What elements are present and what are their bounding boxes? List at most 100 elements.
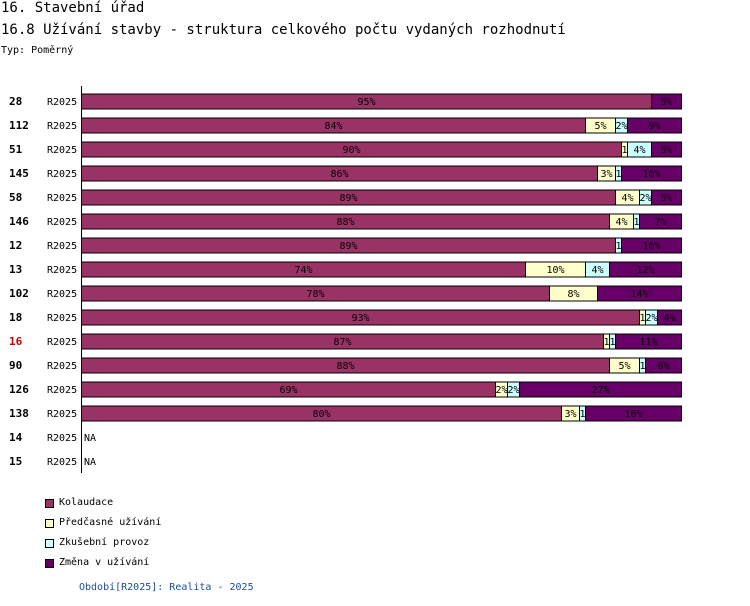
bar-segment [585,405,682,422]
bar-value-label: 1 [639,313,645,324]
bar-value-label: 5% [660,97,672,108]
stacked-bar-chart: 28 R2025 95% 5%112 R2025 84% 5% 2% 9%51 R2025 90% 1… [9,86,682,473]
legend-label-kolaudace: Kolaudace [59,497,114,508]
row-id-label: 16 [9,335,23,348]
row-period-label: R2025 [47,145,77,156]
bar-segment [621,237,682,254]
bar-value-label: 12% [636,265,654,276]
period-footer: Období[R2025]: Realita - 2025 [79,582,254,593]
row-period-label: R2025 [47,97,77,108]
bar-value-label: 2% [639,193,651,204]
bar-value-label: 1 [603,337,609,348]
bar-segment [627,117,682,134]
bar-value-label: 4% [633,145,645,156]
bar-value-label: 7% [654,217,666,228]
row-period-label: R2025 [47,313,77,324]
bar-value-label: 4% [615,217,627,228]
bar-value-label: 27% [591,385,609,396]
row-id-label: 18 [9,311,22,324]
row-period-label: R2025 [47,241,77,252]
legend-swatch-zkusebni-provoz [45,539,54,548]
row-period-label: R2025 [47,169,77,180]
bar-value-label: 78% [306,289,324,300]
bar-segment [621,165,682,182]
bar-value-label: 2% [495,385,507,396]
section-title: 16. Stavební úřad [1,0,145,16]
bar-value-label: 14% [630,289,648,300]
bar-value-label: 5% [660,193,672,204]
bar-value-label: 87% [333,337,351,348]
bar-segment [651,93,682,110]
row-period-label: R2025 [47,121,77,132]
bar-value-label: 84% [324,121,342,132]
bar-value-label: 1 [609,337,615,348]
bar-value-label: 5% [618,361,630,372]
bar-value-label: 5% [660,145,672,156]
bar-value-label: 1 [621,145,627,156]
bar-value-label: 1 [615,241,621,252]
row-period-label: R2025 [47,193,77,204]
bar-segment [519,381,682,398]
row-id-label: 102 [9,287,29,300]
na-label: NA [84,457,96,468]
row-id-label: 146 [9,215,29,228]
bar-value-label: 2% [645,313,657,324]
bar-segment [645,357,682,374]
row-period-label: R2025 [47,217,77,228]
bar-value-label: 1 [615,169,621,180]
bar-value-label: 4% [663,313,675,324]
bar-value-label: 1 [579,409,585,420]
bar-value-label: 1 [639,361,645,372]
bar-value-label: 88% [336,361,354,372]
row-id-label: 28 [9,95,22,108]
chart-type-label: Typ: Poměrný [1,45,74,56]
legend-swatch-predcasne-uzivani [45,519,54,528]
bar-value-label: 90% [342,145,360,156]
bar-value-label: 88% [336,217,354,228]
row-id-label: 51 [9,143,23,156]
bar-value-label: 95% [357,97,375,108]
chart-title: 16.8 Užívání stavby - struktura celkovéh… [1,22,566,38]
row-id-label: 12 [9,239,22,252]
bar-value-label: 4% [621,193,633,204]
bar-value-label: 10% [546,265,564,276]
bar-value-label: 69% [279,385,297,396]
bar-value-label: 93% [351,313,369,324]
row-period-label: R2025 [47,289,77,300]
bar-segment [609,261,682,278]
bar-value-label: 89% [339,241,357,252]
bar-segment [651,141,682,158]
bar-value-label: 86% [330,169,348,180]
legend-label-zmena-v-uzivani: Změna v užívání [59,557,150,568]
row-period-label: R2025 [47,457,77,468]
bar-value-label: 10% [642,241,660,252]
row-id-label: 90 [9,359,22,372]
bar-value-label: 16% [624,409,642,420]
legend-label-predcasne-uzivani: Předčasné užívání [59,517,162,528]
legend-label-zkusebni-provoz: Zkušební provoz [59,537,150,548]
bar-segment [639,213,682,230]
bar-value-label: 74% [294,265,312,276]
bar-segment [615,333,682,350]
row-id-label: 138 [9,407,29,420]
bar-value-label: 10% [642,169,660,180]
bar-value-label: 89% [339,193,357,204]
row-id-label: 13 [9,263,22,276]
row-period-label: R2025 [47,409,77,420]
bar-segment [651,189,682,206]
row-id-label: 112 [9,119,29,132]
row-period-label: R2025 [47,361,77,372]
bar-value-label: 2% [615,121,627,132]
bar-value-label: 4% [591,265,603,276]
row-period-label: R2025 [47,265,77,276]
bar-segment [657,309,682,326]
bar-value-label: 2% [507,385,519,396]
row-id-label: 145 [9,167,29,180]
bar-value-label: 80% [312,409,330,420]
row-id-label: 15 [9,455,22,468]
bar-value-label: 1 [633,217,639,228]
row-id-label: 14 [9,431,23,444]
row-id-label: 126 [9,383,29,396]
row-period-label: R2025 [47,433,77,444]
row-period-label: R2025 [47,337,77,348]
